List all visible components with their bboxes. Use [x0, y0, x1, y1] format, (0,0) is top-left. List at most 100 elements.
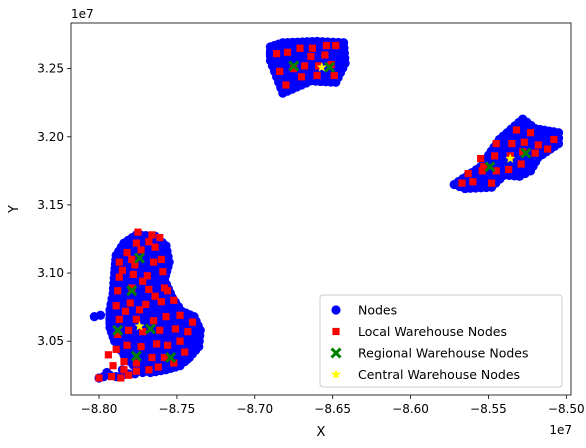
local-warehouse-point	[492, 139, 500, 148]
legend-label: Central Warehouse Nodes	[358, 367, 520, 382]
x-axis-offset-label: 1e7	[549, 423, 572, 437]
local-warehouse-point	[512, 126, 521, 134]
local-warehouse-point	[114, 330, 122, 338]
local-warehouse-point	[95, 374, 103, 382]
local-warehouse-point	[114, 287, 122, 295]
local-warehouse-point	[508, 139, 516, 148]
local-warehouse-point	[131, 261, 139, 269]
series-1	[95, 41, 558, 382]
legend: Nodes Local Warehouse Nodes Regional Wareh…	[319, 294, 563, 388]
local-warehouse-point	[145, 366, 153, 374]
central-warehouse-point	[505, 153, 516, 163]
central-warehouse-point	[134, 320, 145, 331]
local-warehouse-point	[480, 163, 488, 171]
y-tick-label: 3.25	[37, 62, 64, 76]
local-warehouse-point	[181, 348, 189, 356]
node-point	[138, 367, 148, 378]
local-warehouse-point	[163, 287, 172, 295]
local-warehouse-point	[123, 249, 131, 257]
local-warehouse-point	[321, 51, 329, 59]
central-warehouse-point	[316, 62, 327, 72]
x-tick-label: −8.75	[159, 402, 196, 416]
x-tick-label: −8.80	[81, 402, 118, 416]
regional-warehouse-point	[144, 323, 156, 335]
legend-label: Nodes	[358, 303, 397, 318]
local-warehouse-point	[517, 160, 525, 168]
local-warehouse-point	[128, 284, 136, 292]
local-warehouse-point	[112, 302, 120, 310]
regional-warehouse-point	[126, 285, 138, 297]
legend-marker	[331, 305, 341, 315]
local-warehouse-point	[128, 255, 136, 264]
local-warehouse-point	[297, 73, 306, 81]
local-warehouse-point	[156, 326, 164, 334]
x-tick-label: −8.50	[548, 402, 585, 416]
local-warehouse-point	[290, 65, 298, 73]
node-point	[265, 46, 275, 56]
y-tick-label: 3.05	[37, 334, 64, 348]
local-warehouse-point	[176, 311, 184, 319]
y-tick-label: 3.10	[37, 266, 64, 280]
local-warehouse-point	[487, 179, 496, 187]
local-warehouse-point	[151, 292, 159, 300]
local-warehouse-point	[142, 300, 150, 308]
y-axis-label: Y	[7, 205, 22, 214]
x-tick-label: −8.70	[236, 402, 273, 416]
local-warehouse-point	[171, 325, 179, 333]
local-warehouse-point	[283, 48, 292, 56]
local-warehouse-point	[162, 313, 170, 321]
local-warehouse-point	[184, 328, 192, 336]
y-tick-label: 3.20	[37, 130, 64, 144]
local-warehouse-point	[139, 277, 147, 285]
local-warehouse-point	[126, 299, 134, 307]
local-warehouse-point	[464, 169, 472, 178]
series-3	[134, 62, 516, 331]
local-warehouse-point	[170, 296, 178, 304]
local-warehouse-point	[104, 351, 112, 359]
local-warehouse-point	[118, 266, 127, 274]
local-warehouse-point	[123, 341, 131, 349]
local-warehouse-point	[534, 141, 542, 149]
local-warehouse-point	[492, 167, 500, 175]
local-warehouse-point	[148, 353, 156, 362]
local-warehouse-point	[276, 67, 284, 75]
local-warehouse-point	[296, 44, 304, 52]
local-warehouse-point	[308, 44, 317, 52]
local-warehouse-point	[117, 374, 125, 382]
local-warehouse-point	[458, 179, 466, 187]
local-warehouse-point	[330, 71, 338, 80]
legend-item: Regional Warehouse Nodes	[330, 346, 528, 361]
y-axis-offset-label: 1e7	[71, 7, 94, 21]
local-warehouse-point	[143, 272, 151, 280]
plot-area	[89, 36, 564, 383]
local-warehouse-point	[322, 41, 331, 50]
regional-warehouse-point	[130, 350, 142, 362]
local-warehouse-point	[151, 243, 159, 251]
local-warehouse-point	[156, 234, 164, 242]
x-axis-label: X	[317, 425, 326, 440]
local-warehouse-point	[149, 317, 158, 325]
local-warehouse-point	[137, 246, 145, 254]
local-warehouse-point	[282, 81, 290, 89]
regional-warehouse-point	[324, 61, 336, 73]
regional-warehouse-point	[165, 352, 177, 364]
local-warehouse-point	[125, 326, 133, 334]
node-point	[95, 310, 106, 320]
local-warehouse-point	[132, 359, 141, 367]
x-tick-label: −8.60	[392, 402, 429, 416]
regional-warehouse-point	[134, 252, 146, 264]
local-warehouse-point	[157, 255, 165, 264]
local-warehouse-point	[121, 307, 130, 315]
local-warehouse-point	[132, 367, 141, 375]
local-warehouse-point	[135, 306, 144, 314]
local-warehouse-point	[134, 228, 142, 236]
legend-marker	[330, 347, 342, 359]
local-warehouse-point	[170, 359, 178, 367]
local-warehouse-point	[148, 231, 156, 239]
local-warehouse-point	[120, 358, 128, 366]
local-warehouse-point	[491, 152, 499, 160]
legend-label: Regional Warehouse Nodes	[358, 346, 528, 361]
local-warehouse-point	[125, 371, 133, 379]
local-warehouse-point	[115, 273, 123, 281]
regional-warehouse-point	[520, 147, 532, 159]
